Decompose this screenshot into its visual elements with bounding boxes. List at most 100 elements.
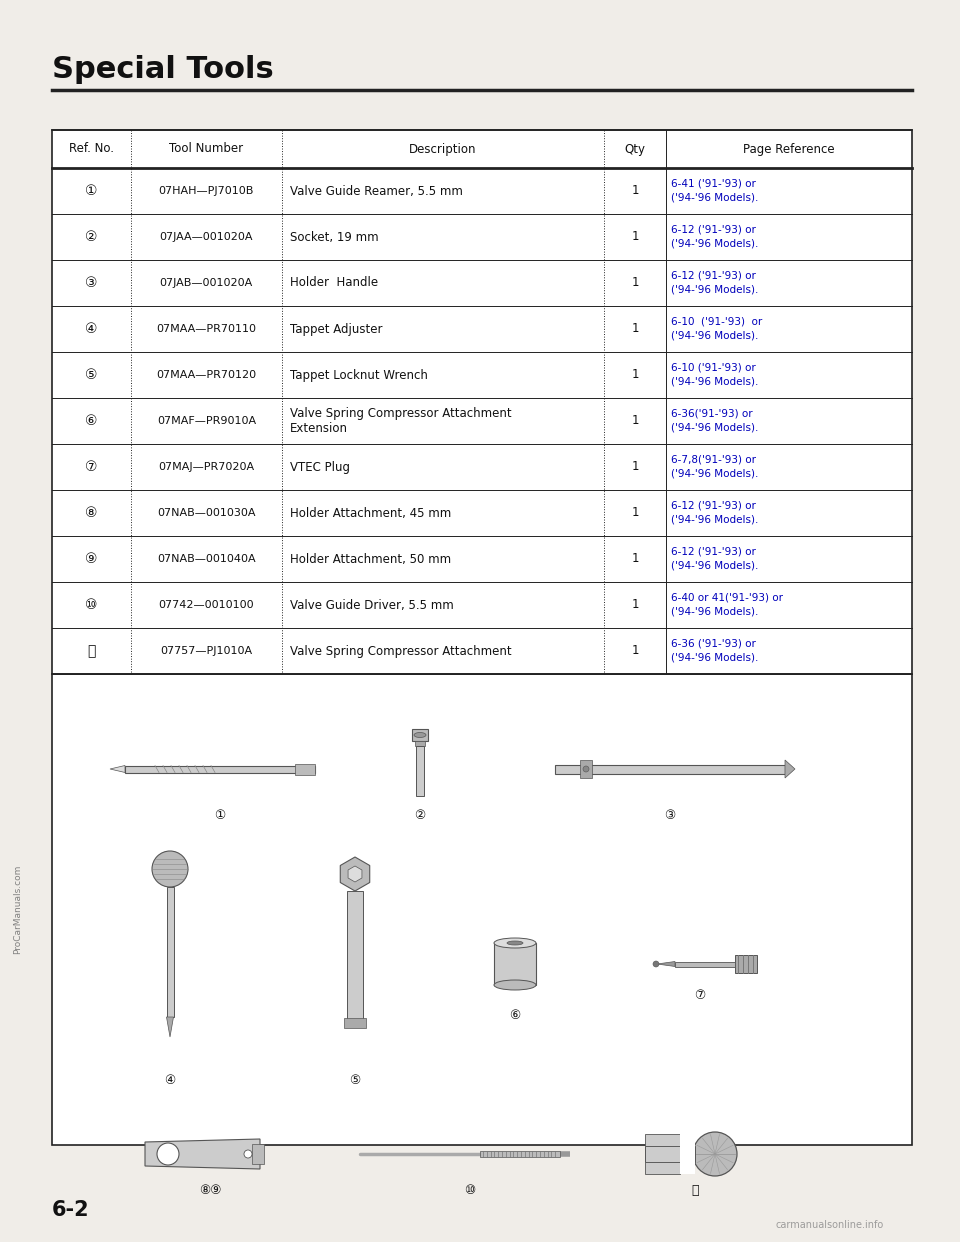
Circle shape xyxy=(653,961,659,968)
Polygon shape xyxy=(166,1017,174,1037)
Bar xyxy=(735,955,757,972)
Ellipse shape xyxy=(494,938,536,948)
Text: Holder Attachment, 50 mm: Holder Attachment, 50 mm xyxy=(290,553,451,565)
Ellipse shape xyxy=(507,941,523,945)
Text: 6-36 ('91-'93) or: 6-36 ('91-'93) or xyxy=(671,638,756,650)
Text: ⑥: ⑥ xyxy=(85,414,98,428)
Text: 6-36('91-'93) or: 6-36('91-'93) or xyxy=(671,409,753,419)
Text: ⑦: ⑦ xyxy=(694,989,706,1002)
Text: carmanualsonline.info: carmanualsonline.info xyxy=(776,1220,884,1230)
Bar xyxy=(494,943,536,985)
Polygon shape xyxy=(348,866,362,882)
Text: Qty: Qty xyxy=(625,143,645,155)
Text: 6-2: 6-2 xyxy=(52,1200,89,1220)
Text: Page Reference: Page Reference xyxy=(743,143,835,155)
Text: 6-10  ('91-'93)  or: 6-10 ('91-'93) or xyxy=(671,317,762,327)
Text: 07742—0010100: 07742—0010100 xyxy=(158,600,254,610)
Text: Socket, 19 mm: Socket, 19 mm xyxy=(290,231,378,243)
Bar xyxy=(680,1134,695,1174)
Bar xyxy=(252,1144,264,1164)
Text: 1: 1 xyxy=(632,553,638,565)
Text: 07MAJ—PR7020A: 07MAJ—PR7020A xyxy=(158,462,254,472)
Circle shape xyxy=(693,1131,737,1176)
Text: Valve Spring Compressor Attachment: Valve Spring Compressor Attachment xyxy=(290,407,512,421)
Text: ('94-'96 Models).: ('94-'96 Models). xyxy=(671,424,758,433)
Text: 07MAA—PR70120: 07MAA—PR70120 xyxy=(156,370,256,380)
Text: Holder  Handle: Holder Handle xyxy=(290,277,377,289)
Polygon shape xyxy=(340,857,370,891)
Bar xyxy=(295,764,315,775)
Text: 6-10 ('91-'93) or: 6-10 ('91-'93) or xyxy=(671,363,756,373)
Text: ('94-'96 Models).: ('94-'96 Models). xyxy=(671,469,758,479)
Text: Valve Guide Driver, 5.5 mm: Valve Guide Driver, 5.5 mm xyxy=(290,599,453,611)
Text: ('94-'96 Models).: ('94-'96 Models). xyxy=(671,653,758,663)
Text: 1: 1 xyxy=(632,185,638,197)
Text: ('94-'96 Models).: ('94-'96 Models). xyxy=(671,515,758,525)
Bar xyxy=(555,765,785,774)
Text: ②: ② xyxy=(85,230,98,243)
Text: 6-41 ('91-'93) or: 6-41 ('91-'93) or xyxy=(671,179,756,189)
Bar xyxy=(125,765,315,773)
Text: ⑪: ⑪ xyxy=(87,645,96,658)
Text: 1: 1 xyxy=(632,231,638,243)
Text: ⑧⑨: ⑧⑨ xyxy=(199,1184,221,1197)
Text: ⑨: ⑨ xyxy=(85,551,98,566)
Bar xyxy=(416,746,424,796)
Text: ③: ③ xyxy=(85,276,98,289)
Text: 1: 1 xyxy=(632,323,638,335)
Text: ③: ③ xyxy=(664,809,676,822)
Text: 6-12 ('91-'93) or: 6-12 ('91-'93) or xyxy=(671,225,756,235)
Text: ④: ④ xyxy=(85,322,98,337)
Bar xyxy=(347,891,363,1021)
Text: 07757—PJ1010A: 07757—PJ1010A xyxy=(160,646,252,656)
Text: ('94-'96 Models).: ('94-'96 Models). xyxy=(671,378,758,388)
Text: Extension: Extension xyxy=(290,421,348,435)
Bar xyxy=(645,1163,680,1174)
Text: ④: ④ xyxy=(164,1074,176,1087)
Text: Ref. No.: Ref. No. xyxy=(69,143,114,155)
Text: Valve Guide Reamer, 5.5 mm: Valve Guide Reamer, 5.5 mm xyxy=(290,185,463,197)
Text: 07HAH—PJ7010B: 07HAH—PJ7010B xyxy=(158,186,254,196)
Polygon shape xyxy=(657,961,675,966)
Text: ('94-'96 Models).: ('94-'96 Models). xyxy=(671,193,758,202)
Ellipse shape xyxy=(494,980,536,990)
Text: ⑤: ⑤ xyxy=(85,368,98,383)
Text: ⑪: ⑪ xyxy=(691,1184,699,1197)
Text: ②: ② xyxy=(415,809,425,822)
Text: 07NAB—001030A: 07NAB—001030A xyxy=(157,508,255,518)
Text: Tappet Locknut Wrench: Tappet Locknut Wrench xyxy=(290,369,427,381)
Bar xyxy=(52,674,912,1145)
Text: Holder Attachment, 45 mm: Holder Attachment, 45 mm xyxy=(290,507,451,519)
Text: 1: 1 xyxy=(632,461,638,473)
Bar xyxy=(412,729,428,741)
Text: VTEC Plug: VTEC Plug xyxy=(290,461,349,473)
Bar xyxy=(480,1151,560,1158)
Text: Tool Number: Tool Number xyxy=(169,143,244,155)
Text: ⑥: ⑥ xyxy=(510,1009,520,1022)
Text: 1: 1 xyxy=(632,507,638,519)
Text: 6-40 or 41('91-'93) or: 6-40 or 41('91-'93) or xyxy=(671,592,783,604)
Text: 07MAF—PR9010A: 07MAF—PR9010A xyxy=(156,416,256,426)
Text: 07NAB—001040A: 07NAB—001040A xyxy=(157,554,255,564)
Text: Description: Description xyxy=(409,143,476,155)
Text: 6-12 ('91-'93) or: 6-12 ('91-'93) or xyxy=(671,271,756,281)
Text: ⑤: ⑤ xyxy=(349,1074,361,1087)
Text: ('94-'96 Models).: ('94-'96 Models). xyxy=(671,238,758,248)
Circle shape xyxy=(157,1143,179,1165)
Bar xyxy=(52,130,912,674)
Text: ('94-'96 Models).: ('94-'96 Models). xyxy=(671,284,758,296)
Bar xyxy=(580,760,592,777)
Polygon shape xyxy=(110,765,125,773)
Text: ⑩: ⑩ xyxy=(465,1184,475,1197)
Polygon shape xyxy=(785,760,795,777)
Text: Tappet Adjuster: Tappet Adjuster xyxy=(290,323,382,335)
Text: 1: 1 xyxy=(632,369,638,381)
Circle shape xyxy=(583,766,589,773)
Bar xyxy=(645,1146,695,1163)
Text: 1: 1 xyxy=(632,599,638,611)
Text: 1: 1 xyxy=(632,415,638,427)
Text: ⑧: ⑧ xyxy=(85,505,98,520)
Bar xyxy=(415,741,425,746)
Text: ('94-'96 Models).: ('94-'96 Models). xyxy=(671,607,758,617)
Polygon shape xyxy=(145,1139,260,1169)
